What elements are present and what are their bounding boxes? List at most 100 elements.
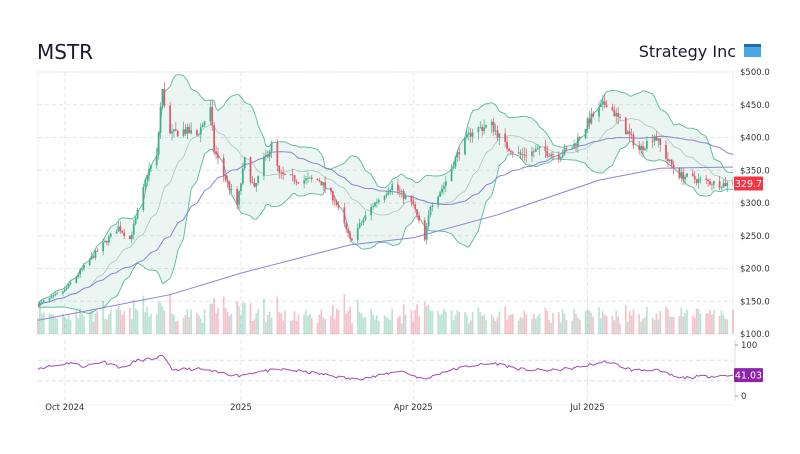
candle (163, 82, 166, 109)
candle (559, 156, 562, 162)
volume-bar (37, 318, 39, 334)
volume-bar (705, 313, 708, 334)
candle-body (75, 276, 78, 283)
volume-bar (425, 305, 428, 334)
candle-body (707, 179, 709, 182)
candle-body (284, 174, 286, 175)
candle-body (519, 152, 522, 155)
candle (630, 128, 633, 140)
candle-body (330, 188, 332, 192)
price-tick-label: $450.0 (740, 101, 770, 111)
axes: $500.0 $450.0 $400.0 $350.0 $300.0 $250.0 $200… (45, 68, 769, 413)
candle-body (52, 295, 55, 297)
candle (523, 147, 526, 161)
candle-body (592, 113, 595, 117)
candle-body (441, 188, 443, 193)
candle-body (150, 165, 152, 169)
candle-body (190, 130, 193, 134)
candle-body (578, 137, 581, 139)
candle-body (454, 157, 457, 168)
volume-bar (203, 309, 206, 334)
candle (481, 124, 484, 137)
candle-body (615, 113, 618, 117)
volume-bar (410, 310, 413, 334)
ticker-title: MSTR (37, 40, 93, 64)
candle (469, 127, 472, 143)
candle-body (726, 182, 729, 186)
volume-bar (303, 314, 305, 334)
candle (668, 159, 671, 164)
volume-bar (653, 319, 656, 334)
candle-body (600, 104, 602, 108)
candle (184, 123, 187, 136)
volume-bar (309, 314, 311, 334)
candle (427, 210, 430, 230)
candle (588, 110, 591, 130)
candle (249, 156, 252, 185)
candle-body (628, 131, 631, 135)
volume-bar (130, 319, 133, 334)
candle (626, 129, 629, 135)
candle (387, 186, 390, 196)
candle-body (81, 268, 83, 270)
volume-bar (217, 307, 219, 334)
volume-bar (337, 310, 340, 334)
candle (217, 147, 219, 165)
volume-bar (441, 313, 443, 334)
candle (452, 161, 455, 170)
candle-body (374, 202, 376, 207)
volume-bar (264, 321, 267, 334)
candle (90, 252, 93, 261)
candle-body (657, 138, 660, 141)
candle (724, 176, 727, 187)
candle (546, 145, 549, 159)
volume-bar (81, 313, 83, 334)
volume-bar (519, 317, 522, 334)
volume-bar (282, 320, 284, 334)
candle (389, 188, 392, 195)
volume-bar (466, 314, 468, 334)
candle-body (117, 226, 120, 232)
volume-bar (190, 309, 193, 334)
candle (276, 139, 279, 172)
volume-bar (213, 298, 216, 334)
candle-body (289, 174, 292, 176)
volume-bar (600, 318, 602, 334)
candle (697, 173, 700, 189)
volume-bar (672, 316, 675, 334)
volume-bar (56, 318, 59, 334)
candle (243, 156, 246, 171)
candle-body (343, 207, 346, 224)
candle-body (293, 175, 296, 182)
candle (270, 140, 273, 159)
candle-body (586, 118, 589, 130)
candle (592, 111, 595, 118)
candle (81, 266, 83, 272)
volume-bar (732, 309, 734, 334)
volume-bar (385, 316, 388, 334)
candle-body (483, 127, 485, 131)
volume-bar (444, 311, 447, 334)
candle (398, 186, 401, 198)
candle (213, 122, 216, 155)
volume-bar (171, 313, 173, 334)
candle (653, 134, 656, 146)
candle-body (638, 145, 641, 150)
candle (464, 136, 466, 156)
candle-body (458, 152, 461, 155)
grid (37, 71, 734, 406)
candle (303, 175, 305, 189)
volume-bar (148, 316, 150, 334)
candle (709, 178, 711, 186)
candle (209, 100, 212, 126)
volume-bar (241, 302, 244, 334)
candle (548, 152, 551, 157)
candle-body (492, 121, 495, 132)
volume-bar (117, 306, 120, 334)
candle (142, 183, 145, 212)
volume-bar (477, 307, 480, 334)
candle-body (644, 148, 646, 151)
volume-bar (404, 314, 407, 334)
candle-body (557, 154, 560, 160)
candle-body (50, 296, 53, 299)
